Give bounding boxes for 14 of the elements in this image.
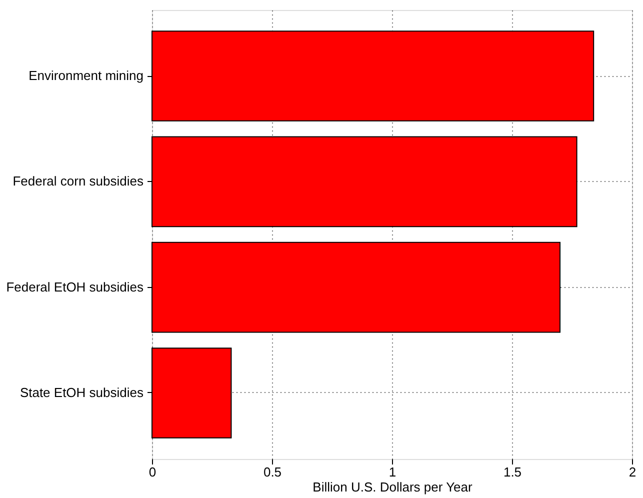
bar	[152, 30, 594, 122]
x-tick-label: 0	[148, 464, 156, 480]
x-tick-label: 0.5	[263, 464, 282, 480]
y-tick-label: Federal corn subsidies	[12, 174, 144, 189]
bar	[152, 242, 560, 333]
x-tick-label: 1.5	[503, 464, 522, 480]
y-tick-label: Environment mining	[28, 68, 144, 84]
x-tick-label: 1	[388, 464, 396, 480]
y-tick-label: State EtOH subsidies	[20, 384, 144, 400]
x-axis-title: Billion U.S. Dollars per Year	[312, 480, 474, 494]
bar	[152, 136, 578, 228]
y-tick-label: Federal EtOH subsidies	[6, 279, 144, 294]
bar	[152, 348, 232, 438]
x-tick-label: 2	[628, 464, 636, 480]
